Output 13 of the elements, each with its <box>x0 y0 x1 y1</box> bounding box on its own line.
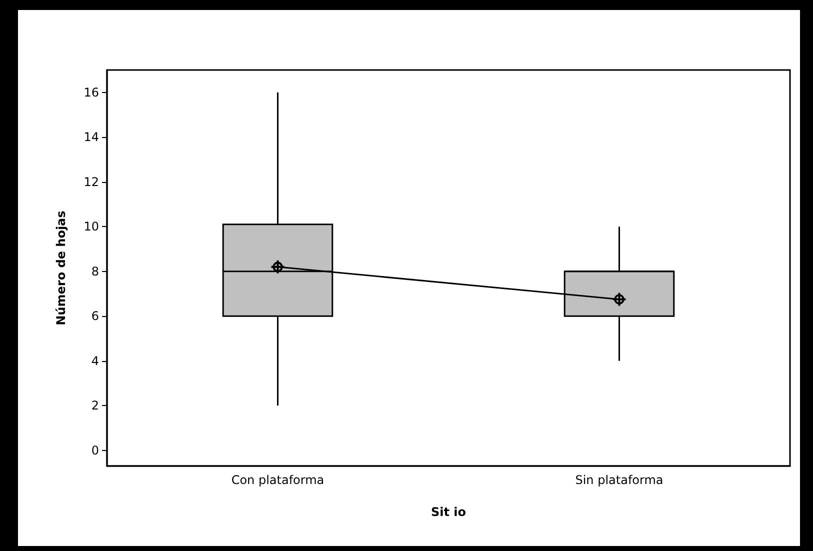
x-tick-label: Sin plataforma <box>575 473 664 487</box>
y-tick-label: 10 <box>84 220 99 234</box>
y-tick-label: 12 <box>84 174 99 189</box>
y-tick-label: 8 <box>91 264 99 278</box>
y-tick-label: 4 <box>91 354 99 368</box>
y-tick-label: 0 <box>91 443 99 458</box>
y-tick-label: 6 <box>91 309 99 324</box>
y-tick-label: 14 <box>84 130 99 144</box>
y-tick-label: 16 <box>84 85 99 100</box>
y-tick-label: 2 <box>91 398 99 413</box>
x-tick-label: Con plataforma <box>231 473 324 487</box>
y-axis-title: Número de hojas <box>54 210 68 326</box>
x-axis-title: Sit io <box>430 505 466 519</box>
